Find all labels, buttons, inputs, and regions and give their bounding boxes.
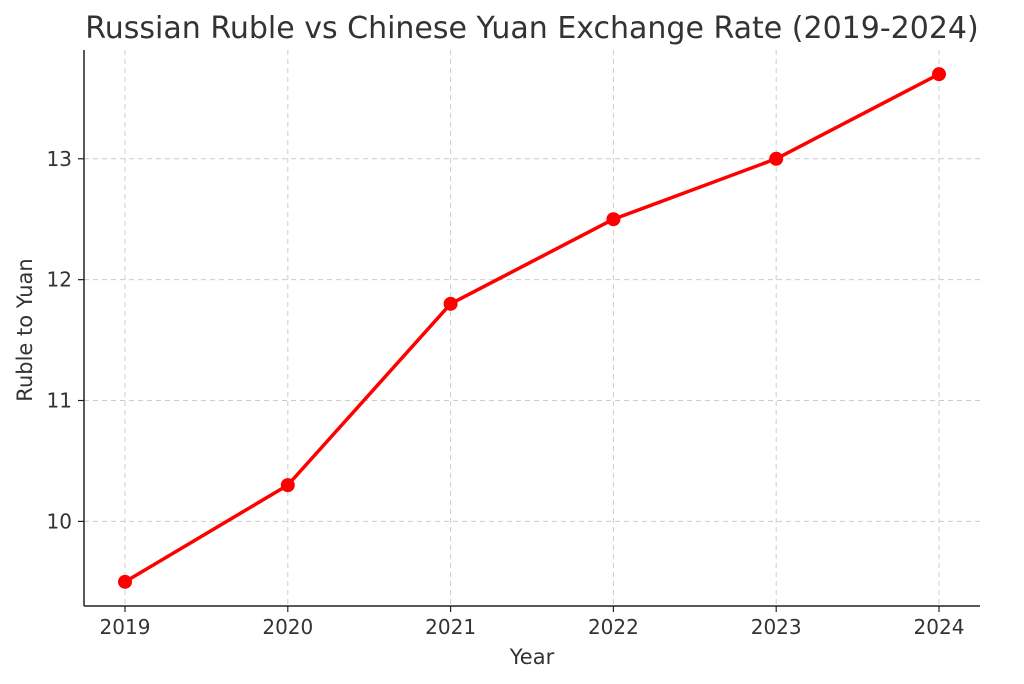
data-point	[769, 151, 784, 166]
x-tick-label: 2022	[588, 615, 639, 639]
data-point	[280, 478, 295, 493]
data-point	[443, 296, 458, 311]
tick-labels: 2019 2020 2021 2022 2023 2024 10 11 12 13	[47, 147, 965, 639]
y-axis-label: Ruble to Yuan	[13, 258, 37, 401]
y-tick-label: 10	[47, 509, 72, 533]
grid-lines	[84, 50, 980, 606]
x-tick-label: 2021	[425, 615, 476, 639]
y-tick-label: 11	[47, 389, 72, 413]
data-point	[606, 212, 621, 227]
x-axis-label: Year	[509, 645, 555, 669]
x-tick-label: 2023	[751, 615, 802, 639]
axes	[83, 50, 980, 607]
x-tick-label: 2024	[914, 615, 965, 639]
y-tick-label: 13	[47, 147, 72, 171]
chart-title: Russian Ruble vs Chinese Yuan Exchange R…	[85, 11, 978, 46]
x-tick-label: 2020	[262, 615, 313, 639]
data-point	[932, 67, 946, 82]
series-line	[124, 72, 940, 584]
series	[118, 67, 946, 589]
x-tick-label: 2019	[100, 615, 151, 639]
y-tick-label: 12	[47, 268, 72, 292]
data-point	[118, 574, 132, 589]
